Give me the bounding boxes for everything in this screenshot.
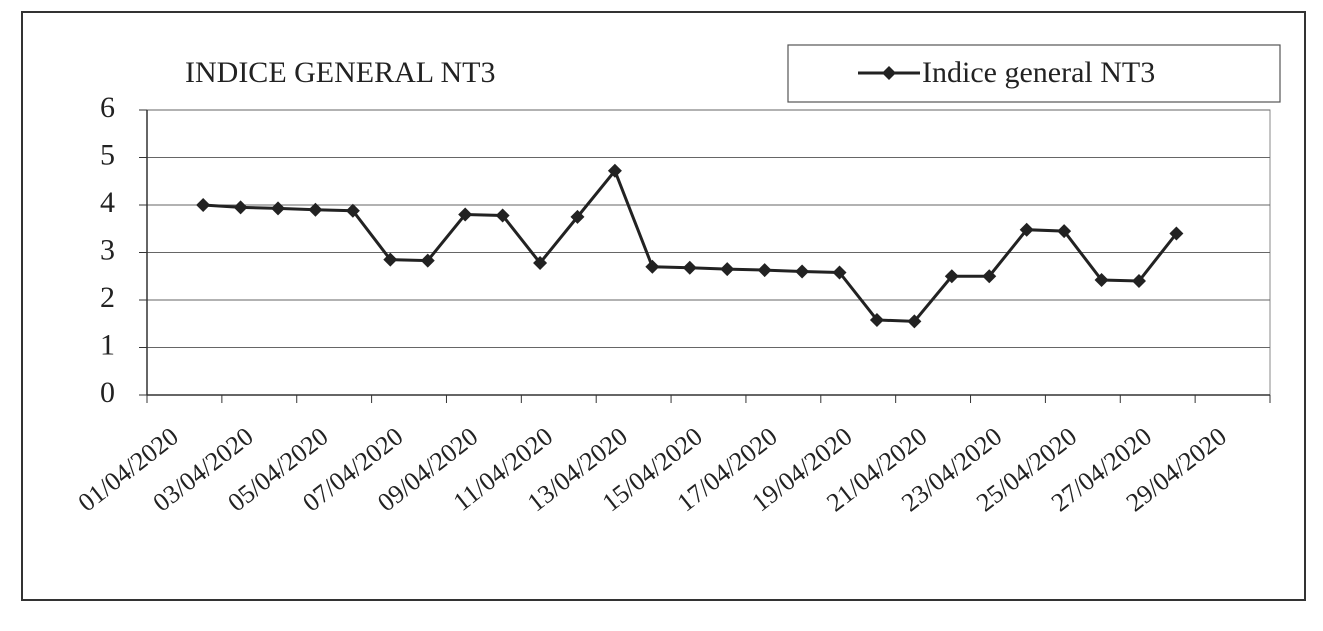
data-point xyxy=(1131,274,1146,288)
data-point xyxy=(869,312,884,327)
data-point xyxy=(308,202,323,217)
y-tick-label: 4 xyxy=(100,186,115,219)
data-point xyxy=(720,262,735,277)
data-point xyxy=(832,265,847,280)
data-point xyxy=(271,201,286,216)
legend-marker xyxy=(882,66,896,80)
y-tick-label: 5 xyxy=(100,138,115,171)
data-point xyxy=(570,209,585,224)
data-point xyxy=(533,255,548,270)
data-point xyxy=(757,263,772,278)
data-point xyxy=(607,163,622,178)
data-point xyxy=(196,198,211,212)
data-point xyxy=(1169,226,1184,241)
data-point xyxy=(944,269,959,284)
data-point xyxy=(982,269,997,284)
y-tick-label: 3 xyxy=(100,233,115,266)
data-point xyxy=(495,208,510,223)
data-point xyxy=(907,314,922,329)
y-tick-label: 2 xyxy=(100,281,115,314)
data-point xyxy=(795,264,810,279)
data-point xyxy=(1094,273,1109,288)
data-point xyxy=(1057,224,1072,239)
legend-label: Indice general NT3 xyxy=(922,56,1155,89)
data-point xyxy=(458,207,473,222)
y-tick-label: 0 xyxy=(100,376,115,409)
data-point xyxy=(645,259,660,274)
data-point xyxy=(345,203,360,218)
data-point xyxy=(383,252,398,267)
data-point xyxy=(682,260,697,275)
data-point xyxy=(1019,222,1034,237)
y-tick-label: 1 xyxy=(100,328,115,361)
data-point xyxy=(233,200,248,215)
y-tick-label: 6 xyxy=(100,91,115,124)
data-point xyxy=(420,253,435,268)
chart-title: INDICE GENERAL NT3 xyxy=(185,56,496,89)
